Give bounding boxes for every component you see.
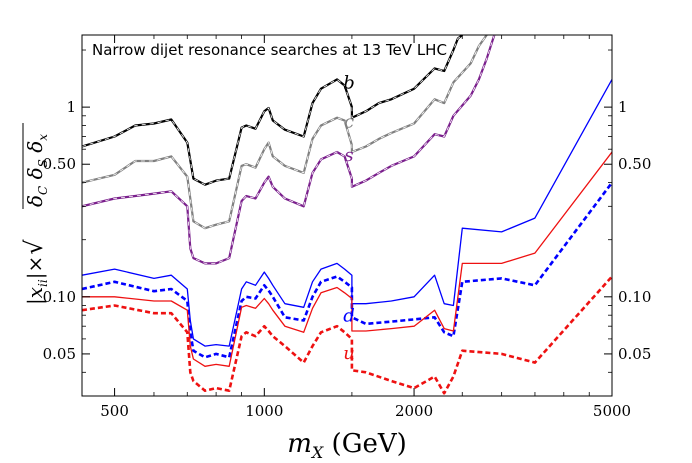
series-line-d-solid [82, 79, 612, 347]
y-root-delta-s: δ [23, 167, 47, 185]
series-line-c-dash [82, 35, 488, 229]
series-label-d: d [343, 306, 355, 327]
series-line-s-dash [82, 35, 495, 264]
y-tick-label-right: 0.50 [618, 155, 651, 173]
x-axis-variable: m [287, 429, 312, 459]
plot-frame [81, 34, 613, 397]
y-tick-label-left: 0.10 [43, 288, 76, 306]
y-tick-label-right: 1 [618, 98, 628, 116]
y-root-sub-s: S [36, 159, 50, 167]
series-label-c: c [344, 112, 354, 133]
series-line-d-dotted [82, 181, 612, 359]
x-tick-label: 500 [100, 402, 129, 420]
series-layer [82, 35, 612, 395]
series-line-b [82, 35, 463, 186]
y-tick-label-left: 1 [66, 98, 76, 116]
chart-title: Narrow dijet resonance searches at 13 Te… [92, 41, 447, 59]
x-tick-label: 2000 [395, 402, 433, 420]
svg-text:|xii|×√: |xii|×√ [20, 239, 50, 305]
y-axis-title-prefix: |x [23, 287, 48, 305]
y-tick-label-left: 0.05 [43, 345, 76, 363]
series-label-layer: bcs du [343, 73, 355, 364]
x-axis-unit: (GeV) [323, 429, 406, 459]
series-line-u-dotted [82, 275, 612, 395]
series-label-b: b [343, 73, 355, 94]
y-tick-label-right: 0.05 [618, 345, 651, 363]
y-tick-label-right: 0.10 [618, 288, 651, 306]
svg-text:δC δS δx: δC δS δx [23, 134, 50, 207]
y-tick-label-left: 0.50 [43, 155, 76, 173]
y-root-delta-x: δ [23, 141, 47, 159]
y-axis-title-times: |× [23, 256, 48, 280]
y-root-sub-x: x [36, 134, 50, 141]
y-axis-title-subscript: ii [36, 279, 50, 287]
series-label-u: u [343, 343, 355, 364]
y-axis-title: |xii|×√ δC δS δx [20, 123, 50, 305]
x-tick-label: 1000 [245, 402, 283, 420]
x-axis-variable-subscript: X [310, 443, 324, 462]
sqrt-symbol: √ [20, 239, 48, 255]
series-line-unlabeled-5-solid [82, 151, 612, 367]
tick-layer: 500 1000 2000 5000 0.05 0.05 0.10 0.10 0.50 0.50 1… [43, 35, 651, 420]
y-root-sub-c: C [36, 186, 50, 195]
x-tick-label: 5000 [593, 402, 631, 420]
x-axis-title: mX (GeV) [287, 429, 407, 462]
series-label-s: s [344, 145, 353, 166]
y-root-delta-c: δ [23, 195, 47, 207]
